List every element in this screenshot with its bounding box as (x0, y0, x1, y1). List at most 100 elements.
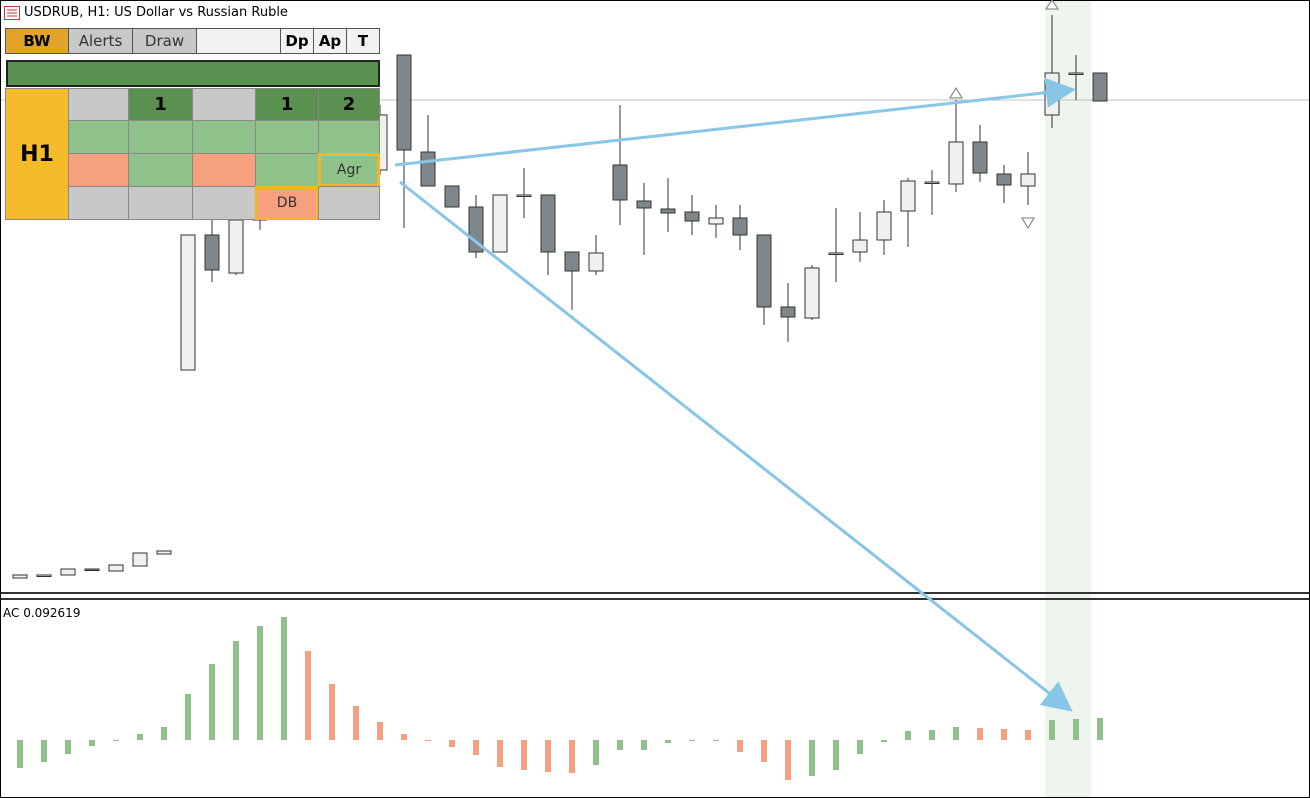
candle-body (876, 211, 892, 241)
trend-bar (6, 60, 380, 87)
ac-bar (761, 740, 767, 762)
candle-body (228, 219, 244, 274)
signal-cell: DB (255, 186, 319, 220)
signal-cell: 1 (255, 88, 319, 121)
ac-bar (305, 651, 311, 740)
candle-body (1092, 72, 1108, 102)
candle-body (972, 141, 988, 174)
signal-cell: Agr (318, 153, 380, 187)
candle-body (492, 194, 508, 253)
candle-body (540, 194, 556, 253)
grid-cell (128, 153, 193, 187)
candle-body (1068, 72, 1084, 75)
ac-bar (113, 740, 119, 741)
candle-body (612, 164, 628, 201)
ac-bar (425, 740, 431, 741)
ac-bar (785, 740, 791, 780)
grid-cell (192, 153, 256, 187)
ac-bar (233, 641, 239, 740)
candle-body (684, 211, 700, 222)
ac-bar (65, 740, 71, 754)
blank-button (196, 28, 281, 54)
ac-bar (353, 706, 359, 740)
ac-bar (617, 740, 623, 750)
ac-bar (1097, 718, 1103, 740)
ac-bar (281, 617, 287, 740)
candle-body (60, 568, 76, 576)
ac-bars (17, 617, 1103, 780)
candle-body (1020, 173, 1036, 187)
chart-title: USDRUB, H1: US Dollar vs Russian Ruble (24, 5, 288, 20)
signal-cell: 1 (128, 88, 193, 121)
candle-body (996, 173, 1012, 186)
ac-bar (161, 727, 167, 740)
ac-bar (137, 734, 143, 740)
candle-body (948, 141, 964, 185)
ac-bar (41, 740, 47, 762)
alerts-button[interactable]: Alerts (68, 28, 133, 54)
bw-button[interactable]: BW (5, 28, 69, 54)
candle-body (924, 181, 940, 184)
candle-body (588, 252, 604, 272)
candle-body (660, 208, 676, 214)
candle-body (12, 574, 28, 579)
bw-panel: BW Alerts Draw Dp Ap T H1 1 1 2 Agr DB (5, 28, 380, 220)
candle-body (204, 234, 220, 271)
annotation-arrow (399, 180, 1073, 712)
ac-bar (1001, 729, 1007, 740)
grid-cell (318, 120, 380, 154)
ac-bar (929, 730, 935, 740)
ac-bar (401, 734, 407, 740)
ac-bar (977, 728, 983, 740)
grid-cell (192, 120, 256, 154)
ac-bar (521, 740, 527, 770)
candle-body (732, 217, 748, 236)
candle-body (636, 200, 652, 209)
ac-bar (89, 740, 95, 746)
ac-bar (713, 740, 719, 741)
ac-bar (17, 740, 23, 768)
candle-body (156, 550, 172, 555)
candle-body (132, 552, 148, 567)
ac-bar (1073, 719, 1079, 740)
ac-bar (881, 740, 887, 742)
candle-body (756, 234, 772, 308)
candle-body (516, 194, 532, 197)
indicator-label: AC 0.092619 (3, 606, 81, 620)
candle-body (420, 151, 436, 187)
ac-bar (833, 740, 839, 770)
ap-button[interactable]: Ap (313, 28, 347, 54)
candle-body (804, 267, 820, 319)
ac-bar (497, 740, 503, 767)
bar-highlight (1045, 0, 1091, 798)
dp-button[interactable]: Dp (280, 28, 314, 54)
candle-body (180, 234, 196, 371)
candle-body (108, 564, 124, 572)
t-button[interactable]: T (346, 28, 380, 54)
ac-bar (953, 727, 959, 740)
candle-body (564, 251, 580, 272)
ac-bar (545, 740, 551, 772)
ac-bar (1049, 720, 1055, 740)
grid-cell (192, 186, 256, 220)
candle-body (36, 574, 52, 577)
ac-bar (257, 626, 263, 740)
draw-button[interactable]: Draw (132, 28, 197, 54)
candle-body (780, 306, 796, 318)
grid-cell (318, 186, 380, 220)
candle-body (828, 252, 844, 255)
grid-cell (128, 120, 193, 154)
candle-body (900, 180, 916, 212)
grid-cell (68, 153, 129, 187)
candle-body (852, 239, 868, 253)
fractal-down (1021, 217, 1035, 229)
fractal-up (1045, 0, 1059, 10)
ac-bar (185, 694, 191, 740)
ac-bar (665, 740, 671, 743)
ac-bar (737, 740, 743, 752)
signal-cell: 2 (318, 88, 380, 121)
chart-icon (4, 6, 20, 20)
candle-body (84, 568, 100, 571)
